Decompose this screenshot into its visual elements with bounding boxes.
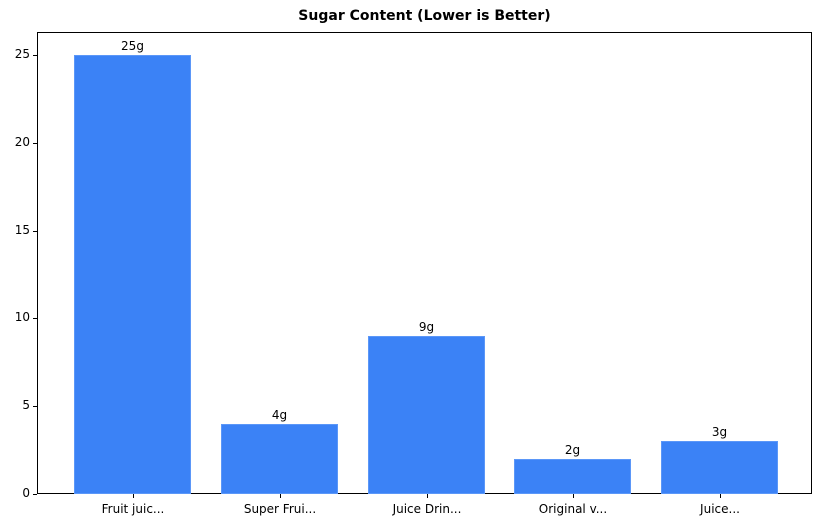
y-tick <box>33 143 37 144</box>
y-tick-label: 10 <box>14 310 30 324</box>
bar-value-label: 25g <box>121 39 144 53</box>
x-tick <box>573 494 574 498</box>
x-tick-label: Fruit juic... <box>101 502 165 516</box>
y-tick-label: 5 <box>22 398 30 412</box>
x-tick-label: Super Frui... <box>243 502 317 516</box>
x-tick-label: Juice... <box>700 502 740 516</box>
bar-value-label: 3g <box>711 425 728 440</box>
y-tick <box>33 406 37 407</box>
bar-value-label: 9g <box>418 319 435 334</box>
x-tick <box>133 494 134 498</box>
bar <box>221 423 338 494</box>
x-tick <box>720 494 721 498</box>
y-tick <box>33 231 37 232</box>
bar <box>514 458 631 494</box>
y-tick-label: 0 <box>22 486 30 500</box>
y-tick <box>33 318 37 319</box>
y-tick <box>33 55 37 56</box>
y-tick-label: 20 <box>14 135 30 149</box>
bar-value-label: 2g <box>564 442 581 457</box>
y-tick <box>33 494 37 495</box>
chart-title: Sugar Content (Lower is Better) <box>298 8 551 24</box>
y-tick-label: 25 <box>14 47 30 61</box>
bar <box>661 441 778 494</box>
y-tick-label: 15 <box>14 223 30 237</box>
bar-value-label: 4g <box>271 407 288 422</box>
x-tick <box>427 494 428 498</box>
bar <box>74 55 191 494</box>
bar <box>368 335 485 494</box>
x-tick-label: Juice Drin... <box>392 502 462 516</box>
x-tick-label: Original v... <box>538 502 608 516</box>
x-tick <box>280 494 281 498</box>
